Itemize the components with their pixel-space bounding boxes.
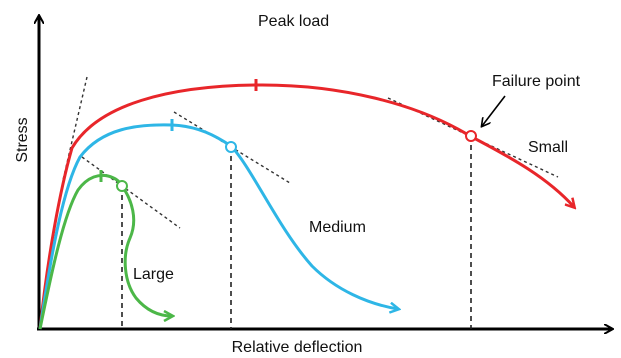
failure-point-pointer (482, 95, 506, 126)
large-post-peak-tangent (81, 156, 181, 229)
large-failure-point (116, 180, 128, 192)
x-axis-label: Relative deflection (232, 339, 363, 356)
medium-failure-point (225, 141, 237, 153)
peak-load-label: Peak load (258, 13, 329, 30)
medium-curve-label: Medium (309, 219, 366, 236)
medium-curve (38, 123, 398, 330)
small-curve (38, 83, 574, 330)
failure-point-label: Failure point (492, 73, 581, 90)
small-failure-point (465, 130, 477, 142)
large-curve-label: Large (133, 266, 174, 283)
y-axis-label: Stress (14, 117, 31, 162)
small-curve-label: Small (528, 139, 568, 156)
